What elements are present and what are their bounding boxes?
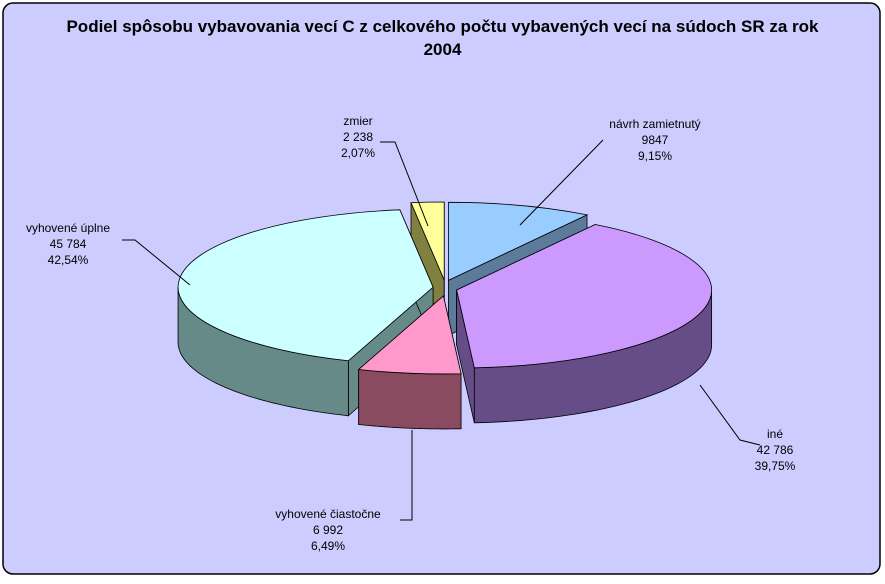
slice [410, 201, 445, 281]
leader-lines [122, 139, 761, 521]
slice-value-label: 45 784 [50, 237, 87, 251]
leader-line [400, 430, 413, 521]
pie [177, 201, 713, 430]
slice-value-label: 42 786 [757, 443, 794, 457]
leader-line [122, 239, 191, 286]
slice-label: návrh zamietnutý [609, 117, 700, 131]
title-box: Podiel spôsobu vybavovania vecí C z celk… [66, 17, 819, 59]
leader-line [519, 139, 604, 226]
slice-label: iné [767, 427, 783, 441]
slice [357, 295, 462, 375]
slice-value-label: 6 992 [313, 523, 343, 537]
leader-line [699, 384, 761, 446]
chart-title: Podiel spôsobu vybavovania vecí C z celk… [66, 17, 819, 59]
slice-percent-label: 9,15% [638, 149, 672, 163]
slice-value-label: 9847 [642, 133, 669, 147]
slice [448, 201, 589, 281]
slice-label: vyhovené úplne [26, 221, 110, 235]
slice-percent-label: 42,54% [48, 253, 89, 267]
slice [177, 209, 434, 362]
slice-percent-label: 39,75% [755, 459, 796, 473]
leader-line [380, 141, 429, 227]
slice-label: zmier [343, 114, 372, 128]
slice-percent-label: 6,49% [311, 539, 345, 553]
slice-wall [358, 369, 462, 430]
slice-label: vyhovené čiastočne [275, 507, 381, 521]
slice [456, 224, 713, 369]
slice-percent-label: 2,07% [341, 146, 375, 160]
labels: návrh zamietnutý 9847 9,15% iné 42 786 39,75%… [26, 114, 796, 553]
slice-value-label: 2 238 [343, 130, 373, 144]
